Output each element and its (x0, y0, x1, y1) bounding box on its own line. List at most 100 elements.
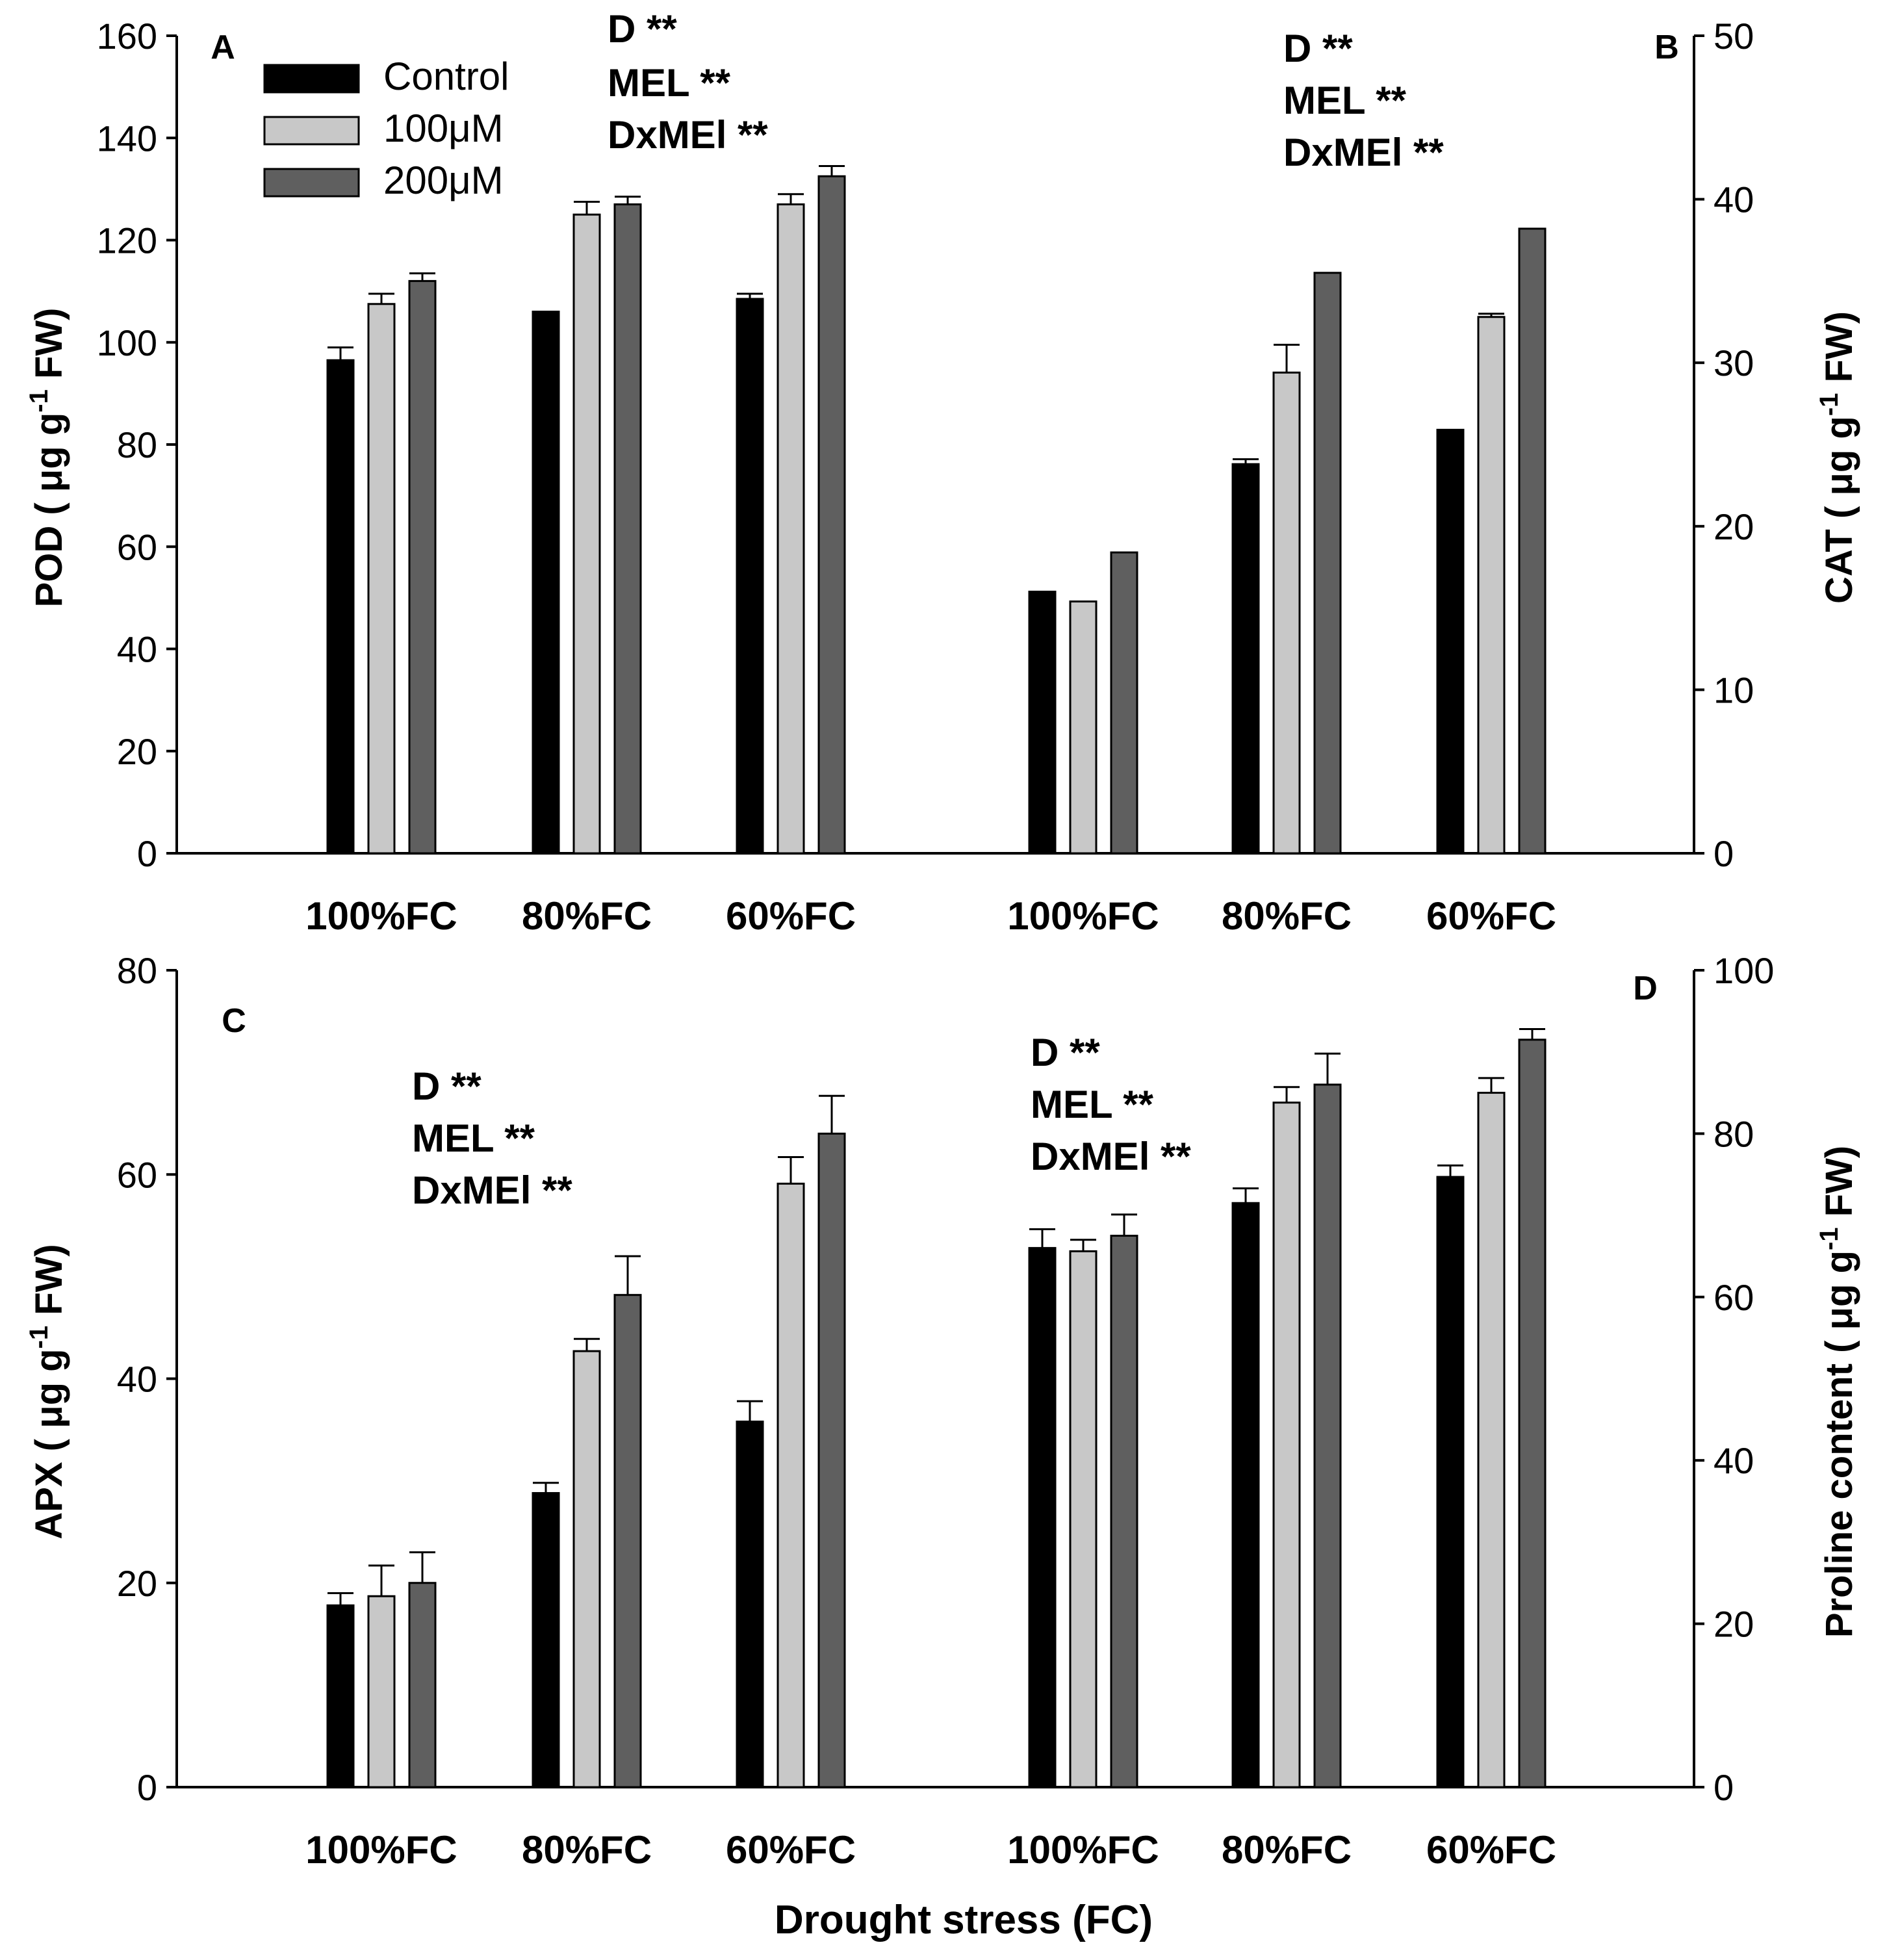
right-y-axis-label-end: FW) (1818, 1146, 1860, 1228)
legend-label-1: 100μM (383, 107, 504, 150)
right-y-tick-label: 0 (1714, 1767, 1734, 1808)
bar-60pctfc-right-s1 (1477, 316, 1506, 855)
bar-60pctfc-left-s0 (736, 1420, 764, 1788)
right-y-tick-label: 100 (1714, 950, 1774, 991)
left-y-axis-label-superscript: -1 (25, 1326, 53, 1349)
bar-80pctfc-left-s1 (572, 1350, 601, 1788)
left-y-tick-label: 100 (97, 322, 157, 363)
bar-60pctfc-right-s1 (1477, 1092, 1506, 1788)
right-y-tick-label: 20 (1714, 506, 1754, 547)
legend-swatch-1 (263, 116, 360, 146)
left-y-tick-label: 40 (117, 1359, 157, 1400)
left-y-tick-label: 0 (137, 1767, 157, 1808)
legend-label-0: Control (383, 55, 509, 98)
bar-100pctfc-left-s1 (367, 1595, 396, 1788)
left-y-tick-label: 0 (137, 833, 157, 874)
right-y-axis-label: CAT ( μg g-1 FW) (1815, 311, 1860, 604)
bar-60pctfc-right-s2 (1518, 227, 1547, 855)
left-y-tick-label: 40 (117, 629, 157, 670)
panel-label-left: A (211, 29, 235, 66)
bar-80pctfc-left-s0 (532, 311, 560, 855)
legend-label-2: 200μM (383, 159, 504, 202)
bar-60pctfc-left-s2 (817, 175, 846, 855)
left-y-tick-label: 120 (97, 220, 157, 261)
right-y-tick-label: 10 (1714, 669, 1754, 710)
left-y-axis-label-main: POD ( μg g (28, 413, 70, 608)
right-y-tick-label: 80 (1714, 1113, 1754, 1154)
chart-top-pod-cat: 0 20 40 60 80 100 120 140 160 0 10 20 30 40 50 POD ( μg… (25, 7, 1860, 938)
category-label: 100%FC (305, 1828, 457, 1872)
right-y-axis-label-end: FW) (1818, 311, 1860, 393)
left-y-axis-label-end: FW) (28, 308, 70, 390)
bar-100pctfc-left-s2 (408, 1582, 437, 1788)
panel-label-right: B (1654, 29, 1679, 66)
legend-swatch-2 (263, 168, 360, 198)
legend-swatch-0 (263, 64, 360, 94)
category-label: 80%FC (1222, 894, 1352, 938)
left-y-tick-label: 60 (117, 526, 157, 567)
left-y-tick-label: 80 (117, 950, 157, 991)
x-axis-title: Drought stress (FC) (775, 1898, 1153, 1942)
bar-80pctfc-left-s1 (572, 213, 601, 855)
left-y-tick-label: 80 (117, 424, 157, 465)
significance-annotation: MEL ** (608, 61, 731, 105)
right-y-tick-label: 50 (1714, 16, 1754, 57)
category-label: 100%FC (1007, 1828, 1159, 1872)
category-label: 60%FC (726, 894, 856, 938)
right-y-axis-label-superscript: -1 (1815, 1227, 1843, 1250)
panel-label-right: D (1633, 970, 1658, 1007)
bar-100pctfc-right-s0 (1028, 590, 1057, 855)
significance-annotation: D ** (1283, 27, 1353, 70)
category-label: 60%FC (726, 1828, 856, 1872)
bar-60pctfc-left-s0 (736, 298, 764, 855)
right-y-axis-label-superscript: -1 (1815, 393, 1843, 417)
bar-100pctfc-right-s1 (1069, 1250, 1098, 1788)
left-y-axis-label-main: APX ( μg g (28, 1348, 70, 1539)
bar-100pctfc-right-s2 (1110, 1235, 1138, 1788)
bar-60pctfc-left-s2 (817, 1132, 846, 1788)
bar-80pctfc-right-s1 (1272, 371, 1301, 855)
category-label: 60%FC (1426, 894, 1556, 938)
significance-annotation: MEL ** (1283, 79, 1407, 122)
left-y-tick-label: 60 (117, 1154, 157, 1195)
category-label: 80%FC (1222, 1828, 1352, 1872)
right-y-axis-label-main: Proline content ( μg g (1818, 1250, 1860, 1638)
significance-annotation: D ** (412, 1064, 481, 1108)
left-y-axis-label-superscript: -1 (25, 389, 53, 413)
left-y-tick-label: 20 (117, 731, 157, 772)
bar-80pctfc-right-s0 (1231, 1202, 1260, 1788)
category-label: 80%FC (522, 1828, 652, 1872)
bar-60pctfc-right-s0 (1436, 428, 1465, 855)
right-y-axis-label-main: CAT ( μg g (1818, 416, 1860, 604)
left-y-axis-label-end: FW) (28, 1244, 70, 1326)
significance-annotation: DxMEl ** (1283, 131, 1444, 174)
right-y-tick-label: 40 (1714, 179, 1754, 220)
significance-annotation: MEL ** (412, 1116, 535, 1160)
significance-annotation: D ** (1031, 1031, 1100, 1074)
bar-80pctfc-left-s2 (613, 1294, 642, 1788)
bar-100pctfc-left-s1 (367, 303, 396, 855)
bar-60pctfc-left-s1 (777, 1182, 805, 1788)
category-label: 100%FC (1007, 894, 1159, 938)
category-label: 60%FC (1426, 1828, 1556, 1872)
bar-60pctfc-right-s2 (1518, 1038, 1547, 1788)
bar-100pctfc-right-s1 (1069, 600, 1098, 855)
significance-annotation: D ** (608, 7, 677, 51)
left-y-tick-label: 160 (97, 16, 157, 57)
bar-80pctfc-left-s2 (613, 203, 642, 855)
panel-label-left: C (222, 1002, 246, 1040)
bar-80pctfc-right-s2 (1313, 272, 1342, 855)
left-y-tick-label: 140 (97, 118, 157, 159)
bar-100pctfc-left-s0 (326, 1604, 355, 1788)
right-y-tick-label: 30 (1714, 342, 1754, 383)
right-y-tick-label: 40 (1714, 1440, 1754, 1481)
category-label: 100%FC (305, 894, 457, 938)
bar-60pctfc-right-s0 (1436, 1176, 1465, 1788)
significance-annotation: DxMEl ** (608, 113, 768, 157)
left-y-axis-label: APX ( μg g-1 FW) (25, 1244, 70, 1539)
significance-annotation: DxMEl ** (412, 1168, 572, 1212)
right-y-tick-label: 0 (1714, 833, 1734, 874)
bar-100pctfc-left-s0 (326, 359, 355, 855)
